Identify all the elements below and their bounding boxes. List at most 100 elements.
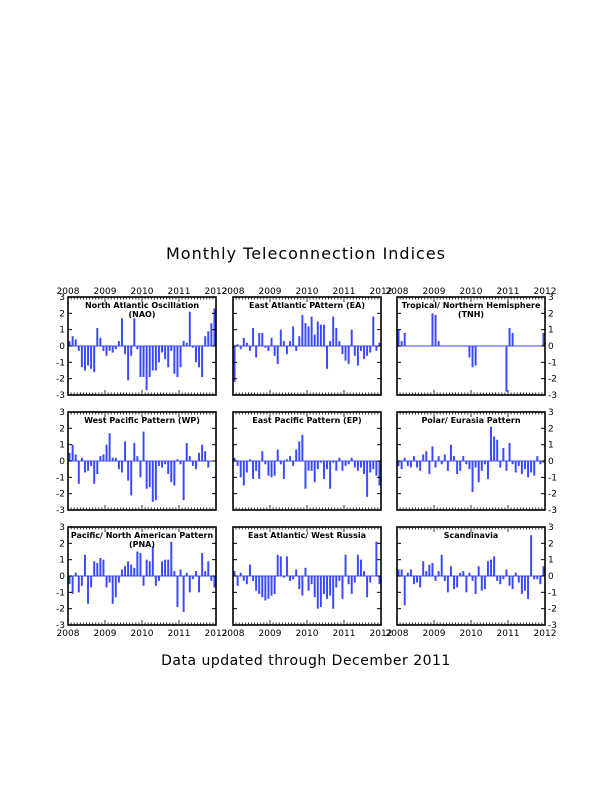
bar <box>431 446 434 461</box>
bar <box>304 323 307 346</box>
bar <box>301 434 304 461</box>
bar <box>258 332 261 346</box>
bar <box>523 461 526 470</box>
bar <box>179 346 182 368</box>
bar <box>338 576 341 581</box>
bar <box>462 456 465 461</box>
bar <box>108 346 111 351</box>
bar <box>204 451 207 461</box>
bar <box>347 461 350 465</box>
panel-title: East Pacific Pattern (EP) <box>252 416 361 425</box>
bar <box>90 346 93 369</box>
bar <box>542 461 545 463</box>
bar <box>170 461 173 483</box>
bar <box>356 461 359 471</box>
bar <box>285 346 288 355</box>
bar <box>437 341 440 346</box>
bar <box>304 567 307 576</box>
bar <box>307 326 310 346</box>
bar <box>474 576 477 594</box>
bar <box>341 461 344 471</box>
bar <box>136 346 139 350</box>
bar <box>453 576 456 590</box>
bar <box>285 556 288 576</box>
bar <box>350 457 353 461</box>
bar <box>313 576 316 598</box>
bar <box>194 346 197 363</box>
bar <box>127 346 130 381</box>
x-tick-label: 2009 <box>259 629 282 639</box>
bar <box>273 346 276 356</box>
bar <box>99 558 102 576</box>
bar <box>369 576 372 583</box>
x-tick-label: 2011 <box>497 629 520 639</box>
bar <box>319 324 322 346</box>
bar <box>428 461 431 475</box>
bar <box>375 541 378 576</box>
page-title: Monthly Teleconnection Indices <box>165 244 446 263</box>
bar <box>176 576 179 608</box>
bar <box>273 461 276 476</box>
y-tick-label: 3 <box>59 293 65 303</box>
bar <box>459 572 462 576</box>
panel-7 <box>232 526 382 626</box>
bar <box>151 461 154 502</box>
y-tick-label: -3 <box>56 391 65 401</box>
panel-5 <box>396 411 546 511</box>
bar <box>276 554 279 576</box>
bar <box>499 461 502 468</box>
bar <box>145 461 148 489</box>
bar <box>310 576 313 585</box>
bar <box>248 459 251 461</box>
bar <box>419 461 422 471</box>
bar <box>236 576 239 586</box>
panel-title: North Atlantic Oscillation (NAO) <box>85 301 199 319</box>
bar <box>87 346 90 366</box>
bar <box>326 346 329 369</box>
y-tick-label: 1 <box>548 556 554 566</box>
bar <box>301 314 304 346</box>
x-tick-label: 2010 <box>296 287 319 297</box>
bar <box>539 461 542 465</box>
x-tick-label: 2012 <box>534 629 557 639</box>
bar <box>93 461 96 484</box>
panel-title: East Atlantic PAttern (EA) <box>249 301 365 310</box>
x-tick-label: 2012 <box>370 287 393 297</box>
bar <box>148 346 151 378</box>
bar <box>416 461 419 468</box>
bar <box>188 576 191 593</box>
bar <box>520 576 523 594</box>
bar <box>151 546 154 576</box>
bar <box>446 461 449 471</box>
y-tick-label: -2 <box>56 375 65 385</box>
bar <box>99 456 102 461</box>
bar <box>502 576 505 580</box>
bar <box>151 346 154 371</box>
bar <box>154 576 157 586</box>
bar <box>486 461 489 479</box>
bar <box>213 308 216 346</box>
bar <box>347 346 350 364</box>
bar <box>239 346 242 350</box>
bar <box>298 576 301 590</box>
bar <box>201 553 204 576</box>
bar <box>74 339 77 346</box>
bar <box>164 461 167 465</box>
bar <box>453 456 456 461</box>
bar <box>397 569 400 576</box>
bar <box>425 571 428 576</box>
bar <box>258 461 261 479</box>
bar <box>474 346 477 366</box>
panel-title: East Atlantic/ West Russia <box>248 531 366 540</box>
panel-2 <box>396 296 546 396</box>
bar <box>93 346 96 373</box>
bar <box>114 346 117 350</box>
bar <box>117 576 120 583</box>
bar <box>422 454 425 461</box>
bar <box>96 328 99 346</box>
bar <box>207 461 210 468</box>
bar <box>267 346 270 351</box>
bar <box>264 346 267 348</box>
bar <box>363 461 366 475</box>
bar <box>322 461 325 479</box>
